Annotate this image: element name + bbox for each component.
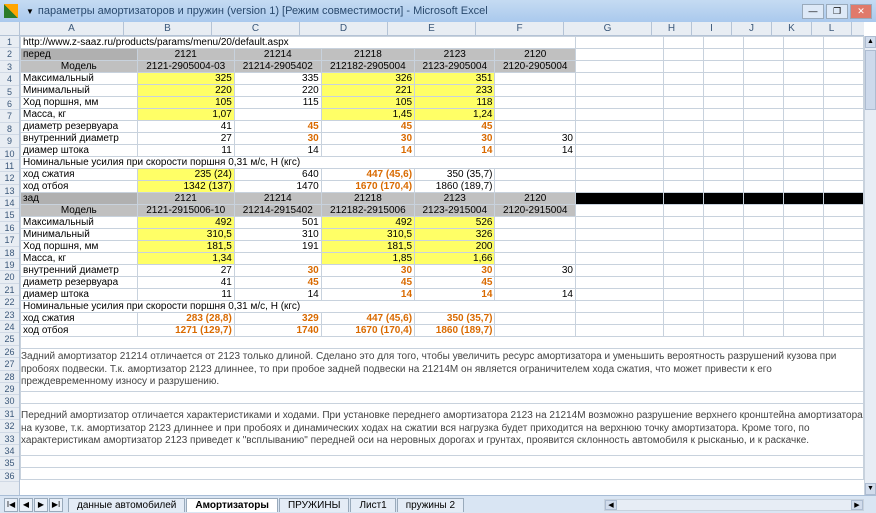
sheet-tab-bar: I◀ ◀ ▶ ▶I данные автомобилейАмортизаторы… xyxy=(0,495,876,513)
horizontal-scrollbar[interactable]: ◀ ▶ xyxy=(604,499,864,511)
sheet-tabs: данные автомобилейАмортизаторыПРУЖИНЫЛис… xyxy=(68,498,465,512)
row-30[interactable]: 30 xyxy=(0,395,19,407)
scroll-right-icon[interactable]: ▶ xyxy=(851,500,863,510)
row-11[interactable]: 11 xyxy=(0,160,19,172)
row-9[interactable]: 9 xyxy=(0,135,19,147)
row-27[interactable]: 27 xyxy=(0,358,19,370)
row-13[interactable]: 13 xyxy=(0,185,19,197)
minimize-button[interactable]: — xyxy=(802,4,824,19)
cell-grid[interactable]: http://www.z-saaz.ru/products/params/men… xyxy=(20,36,864,495)
row-35[interactable]: 35 xyxy=(0,457,19,469)
row-16[interactable]: 16 xyxy=(0,222,19,234)
qat-caret-icon[interactable]: ▼ xyxy=(26,7,34,16)
row-10[interactable]: 10 xyxy=(0,148,19,160)
col-F[interactable]: F xyxy=(476,22,564,35)
column-headers[interactable]: ABCDEFGHIJKL xyxy=(20,22,864,36)
row-12[interactable]: 12 xyxy=(0,172,19,184)
row-21[interactable]: 21 xyxy=(0,284,19,296)
row-23[interactable]: 23 xyxy=(0,309,19,321)
row-headers[interactable]: 1234567891011121314151617181920212223242… xyxy=(0,36,20,495)
row-15[interactable]: 15 xyxy=(0,209,19,221)
close-button[interactable]: ✕ xyxy=(850,4,872,19)
row-18[interactable]: 18 xyxy=(0,247,19,259)
row-20[interactable]: 20 xyxy=(0,271,19,283)
col-B[interactable]: B xyxy=(124,22,212,35)
restore-button[interactable]: ❐ xyxy=(826,4,848,19)
tab-first-icon[interactable]: I◀ xyxy=(4,498,18,512)
worksheet: ABCDEFGHIJKL 123456789101112131415161718… xyxy=(0,22,876,495)
tab-next-icon[interactable]: ▶ xyxy=(34,498,48,512)
window-title: параметры амортизаторов и пружин (versio… xyxy=(38,5,802,17)
window-controls: — ❐ ✕ xyxy=(802,4,872,19)
col-A[interactable]: A xyxy=(20,22,124,35)
col-L[interactable]: L xyxy=(812,22,852,35)
sheet-tab[interactable]: Амортизаторы xyxy=(186,498,278,512)
row-5[interactable]: 5 xyxy=(0,86,19,98)
row-4[interactable]: 4 xyxy=(0,73,19,85)
scroll-down-icon[interactable]: ▼ xyxy=(865,483,876,495)
row-3[interactable]: 3 xyxy=(0,61,19,73)
col-E[interactable]: E xyxy=(388,22,476,35)
scroll-up-icon[interactable]: ▲ xyxy=(865,36,876,48)
tab-last-icon[interactable]: ▶I xyxy=(49,498,63,512)
vertical-scrollbar[interactable]: ▲ ▼ xyxy=(864,36,876,495)
row-2[interactable]: 2 xyxy=(0,48,19,60)
row-33[interactable]: 33 xyxy=(0,433,19,445)
sheet-tab[interactable]: Лист1 xyxy=(350,498,395,512)
row-14[interactable]: 14 xyxy=(0,197,19,209)
col-K[interactable]: K xyxy=(772,22,812,35)
row-29[interactable]: 29 xyxy=(0,383,19,395)
row-8[interactable]: 8 xyxy=(0,123,19,135)
row-22[interactable]: 22 xyxy=(0,296,19,308)
row-24[interactable]: 24 xyxy=(0,321,19,333)
select-all-corner[interactable] xyxy=(0,22,20,36)
sheet-tab[interactable]: пружины 2 xyxy=(397,498,464,512)
col-C[interactable]: C xyxy=(212,22,300,35)
scroll-thumb[interactable] xyxy=(865,50,876,110)
col-I[interactable]: I xyxy=(692,22,732,35)
row-6[interactable]: 6 xyxy=(0,98,19,110)
row-7[interactable]: 7 xyxy=(0,110,19,122)
col-H[interactable]: H xyxy=(652,22,692,35)
sheet-tab[interactable]: ПРУЖИНЫ xyxy=(279,498,350,512)
title-bar: ▼ параметры амортизаторов и пружин (vers… xyxy=(0,0,876,22)
col-D[interactable]: D xyxy=(300,22,388,35)
row-1[interactable]: 1 xyxy=(0,36,19,48)
row-31[interactable]: 31 xyxy=(0,408,19,420)
row-32[interactable]: 32 xyxy=(0,420,19,432)
sheet-tab[interactable]: данные автомобилей xyxy=(68,498,185,512)
row-28[interactable]: 28 xyxy=(0,371,19,383)
row-36[interactable]: 36 xyxy=(0,470,19,482)
row-26[interactable]: 26 xyxy=(0,346,19,358)
row-25[interactable]: 25 xyxy=(0,333,19,345)
row-17[interactable]: 17 xyxy=(0,234,19,246)
excel-icon xyxy=(4,4,18,18)
col-G[interactable]: G xyxy=(564,22,652,35)
row-19[interactable]: 19 xyxy=(0,259,19,271)
tab-nav: I◀ ◀ ▶ ▶I xyxy=(4,498,64,512)
tab-prev-icon[interactable]: ◀ xyxy=(19,498,33,512)
col-J[interactable]: J xyxy=(732,22,772,35)
row-34[interactable]: 34 xyxy=(0,445,19,457)
scroll-left-icon[interactable]: ◀ xyxy=(605,500,617,510)
